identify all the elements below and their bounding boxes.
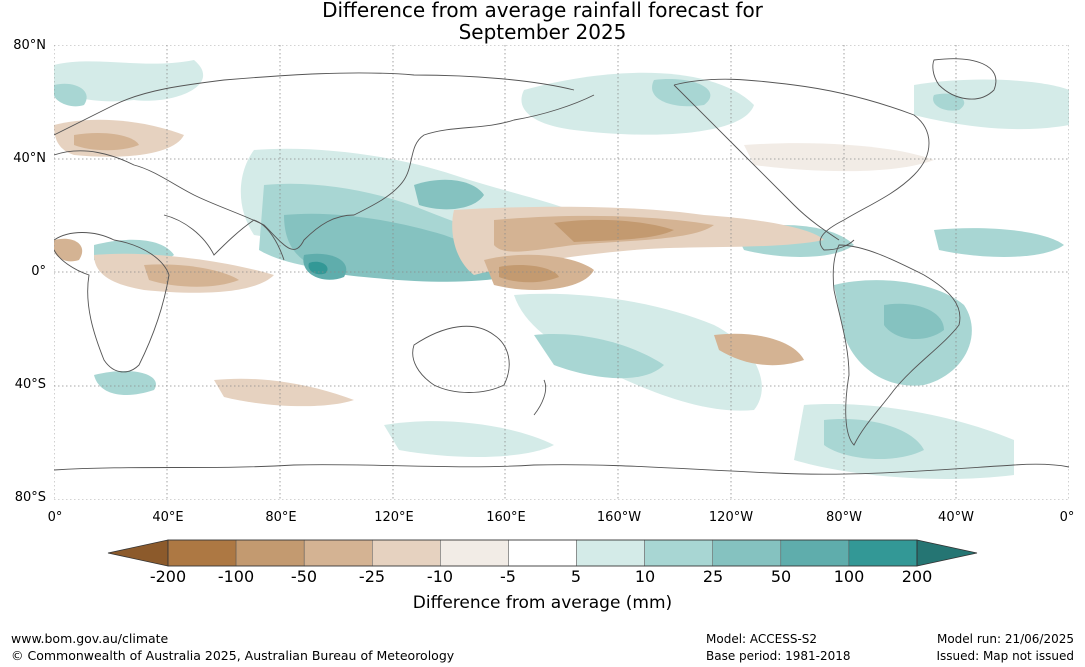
colorbar-tick: -10 <box>426 567 454 586</box>
footer-base-period: Base period: 1981-2018 <box>706 649 851 663</box>
colorbar-segment <box>303 539 373 567</box>
lon-label-80e: 80°E <box>265 510 297 525</box>
colorbar-segment <box>508 539 577 567</box>
footer-website: www.bom.gov.au/climate <box>11 631 169 646</box>
colorbar-label: Difference from average (mm) <box>412 593 673 613</box>
colorbar-tick: 25 <box>702 567 724 586</box>
colorbar-segment <box>372 539 441 567</box>
coastlines <box>54 58 1069 475</box>
colorbar-tick: 50 <box>770 567 792 586</box>
lon-label-0-left: 0° <box>47 510 63 525</box>
lon-label-120e: 120°E <box>374 510 414 525</box>
colorbar-segment <box>644 539 713 567</box>
colorbar-upper-extension <box>916 539 978 567</box>
lon-label-80w: 80°W <box>826 510 862 525</box>
colorbar-frame <box>167 539 918 567</box>
footer-issued: Issued: Map not issued <box>936 649 1074 663</box>
colorbar-segment <box>235 539 305 567</box>
lon-label-0-right: 0° <box>1059 510 1075 525</box>
colorbar-tick: -5 <box>500 567 516 586</box>
map-title-line2: September 2025 <box>458 20 627 44</box>
colorbar-segment <box>780 539 850 567</box>
colorbar-tick: 5 <box>570 567 582 586</box>
colorbar <box>107 539 978 567</box>
lat-label-40n: 40°N <box>13 151 46 166</box>
colorbar-segment <box>712 539 782 567</box>
rainfall-anomaly-map <box>54 45 1069 500</box>
lon-label-160w: 160°W <box>596 510 642 525</box>
lon-label-160e: 160°E <box>486 510 526 525</box>
colorbar-segment <box>576 539 645 567</box>
colorbar-segment <box>440 539 509 567</box>
footer-model: Model: ACCESS-S2 <box>706 632 818 646</box>
colorbar-tick: -100 <box>217 567 255 586</box>
colorbar-segments <box>167 539 918 567</box>
lat-label-40s: 40°S <box>14 377 46 392</box>
anomaly-shading <box>54 60 1069 480</box>
lat-label-80s: 80°S <box>14 490 46 505</box>
colorbar-tick: 100 <box>833 567 865 586</box>
colorbar-lower-extension <box>107 539 169 567</box>
lon-label-40w: 40°W <box>938 510 974 525</box>
colorbar-segment <box>848 539 918 567</box>
colorbar-tick: 10 <box>634 567 656 586</box>
lat-label-80n: 80°N <box>13 38 46 53</box>
lon-label-40e: 40°E <box>152 510 184 525</box>
lat-label-0: 0° <box>31 264 46 279</box>
map-gridlines <box>54 45 1069 500</box>
colorbar-tick: -200 <box>149 567 187 586</box>
footer-model-run: Model run: 21/06/2025 <box>936 632 1074 646</box>
map-title-line1: Difference from average rainfall forecas… <box>322 0 763 22</box>
colorbar-tick: 200 <box>901 567 933 586</box>
lon-label-120w: 120°W <box>708 510 754 525</box>
colorbar-tick: -25 <box>358 567 386 586</box>
colorbar-segment <box>167 539 237 567</box>
footer-copyright: © Commonwealth of Australia 2025, Austra… <box>11 648 455 663</box>
colorbar-tick: -50 <box>290 567 318 586</box>
